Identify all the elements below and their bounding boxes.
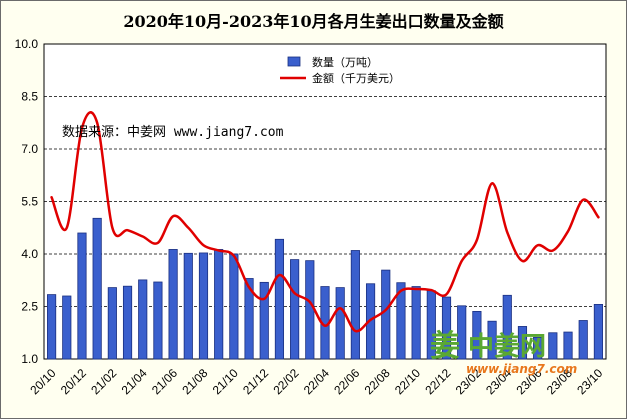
x-tick-label: 21/02 [88, 366, 119, 397]
bar-21/06 [168, 249, 178, 360]
watermark-glyph: 姜 [430, 329, 460, 364]
y-tick-label: 7.0 [21, 142, 38, 156]
bar-22/08 [381, 269, 391, 360]
y-tick-label: 2.5 [21, 300, 38, 314]
bar-21/07 [183, 252, 193, 360]
x-tick-label: 22/08 [362, 366, 393, 397]
bar-22/12 [441, 296, 452, 360]
bar-21/04 [138, 279, 148, 360]
source-note: 数据来源：中姜网 www.jiang7.com [62, 125, 284, 140]
bar-21/10 [229, 253, 239, 360]
bar-23/09 [578, 320, 588, 360]
x-tick-label: 21/04 [119, 366, 150, 397]
bar-22/06 [350, 250, 360, 360]
bar-23/04 [502, 294, 512, 360]
x-tick-label: 22/12 [422, 366, 453, 397]
x-tick-label: 21/10 [210, 366, 241, 397]
bar-series [47, 217, 603, 360]
bar-23/03 [487, 320, 497, 360]
bar-21/05 [153, 281, 163, 360]
x-tick-label: 23/10 [574, 366, 605, 397]
bar-21/08 [198, 252, 209, 360]
y-axis: 1.0 2.5 4.0 5.5 7.0 8.5 10.0 [15, 37, 39, 366]
bar-21/01 [92, 217, 102, 360]
bar-23/06 [533, 336, 543, 360]
bar-21/03 [122, 285, 133, 360]
legend-swatch-bar [287, 56, 301, 67]
bar-22/09 [396, 282, 406, 360]
watermark-logo: 姜 中姜网 www.jiang7.com [430, 329, 577, 376]
x-tick-label: 22/10 [392, 366, 423, 397]
x-tick-label: 20/10 [27, 366, 58, 397]
y-tick-label: 4.0 [21, 247, 38, 261]
bar-21/11 [244, 278, 254, 360]
bar-22/01 [274, 238, 285, 360]
bar-23/07 [548, 332, 558, 360]
bar-20/10 [47, 294, 57, 360]
y-tick-label: 5.5 [21, 195, 38, 209]
x-tick-label: 22/02 [270, 366, 301, 397]
bar-23/01 [457, 305, 467, 360]
y-tick-label: 10.0 [15, 37, 39, 51]
y-tick-label: 1.0 [21, 352, 38, 366]
chart-title: 2020年10月-2023年10月各月生姜出口数量及金额 [123, 12, 504, 31]
bar-23/05 [517, 326, 528, 360]
x-tick-label: 20/12 [58, 366, 89, 397]
x-tick-label: 21/12 [240, 366, 271, 397]
bar-23/02 [472, 310, 482, 360]
x-tick-label: 22/04 [301, 366, 332, 397]
bar-23/08 [563, 331, 573, 360]
x-tick-label: 21/06 [149, 366, 180, 397]
legend-label-quantity: 数量（万吨） [312, 56, 378, 69]
bar-23/10 [593, 303, 603, 360]
x-tick-label: 22/06 [331, 366, 362, 397]
bar-22/03 [305, 260, 315, 360]
bar-21/12 [259, 281, 269, 360]
bar-20/12 [77, 232, 87, 360]
legend-label-amount: 金额（千万美元） [312, 71, 400, 85]
bar-22/10 [411, 286, 421, 360]
y-tick-label: 8.5 [21, 90, 38, 104]
line-points [51, 122, 599, 332]
watermark-brand: 中姜网 [468, 331, 546, 362]
bar-20/11 [62, 295, 72, 360]
bar-22/02 [290, 259, 300, 360]
watermark-url: www.jiang7.com [466, 362, 577, 376]
bar-21/02 [107, 287, 117, 360]
bar-22/05 [335, 287, 345, 360]
legend: 数量（万吨） 金额（千万美元） [280, 56, 400, 85]
bar-21/09 [214, 249, 224, 360]
x-tick-label: 21/08 [179, 366, 210, 397]
